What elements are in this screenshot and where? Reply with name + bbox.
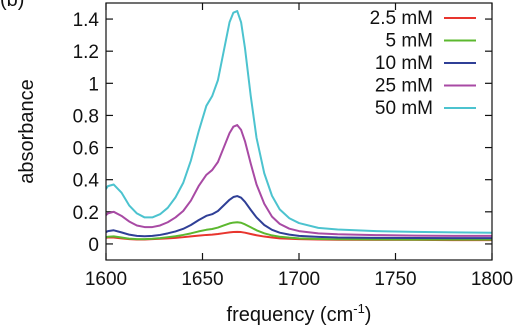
x-axis-title-superscript: -1 <box>353 301 365 316</box>
legend-label: 50 mM <box>375 98 433 119</box>
y-tick-label: 1.2 <box>73 42 99 63</box>
legend-label: 25 mM <box>375 76 433 97</box>
y-tick-label: 0.8 <box>73 106 99 127</box>
y-tick-label: 0.6 <box>73 139 99 160</box>
y-tick-label: 1.4 <box>73 10 100 31</box>
y-tick-label: 0.4 <box>73 171 100 192</box>
x-tick-label: 1600 <box>85 269 127 290</box>
x-axis-ticks: 1600 1650 1700 1750 1800 <box>85 3 513 290</box>
series-line-3 <box>106 124 492 237</box>
legend-label: 5 mM <box>386 31 434 52</box>
y-tick-label: 1 <box>88 74 99 95</box>
y-tick-label: 0.2 <box>73 203 99 224</box>
plot-frame <box>105 2 493 261</box>
legend-label: 10 mM <box>375 53 433 74</box>
x-tick-label: 1750 <box>374 269 416 290</box>
series-lines <box>106 10 492 242</box>
series-line-2 <box>106 195 492 240</box>
x-axis-title: frequency (cm-1) <box>227 301 372 326</box>
y-axis-title: absorbance <box>16 79 38 184</box>
x-tick-label: 1650 <box>181 269 223 290</box>
legend-label: 2.5 mM <box>370 8 433 29</box>
series-line-4 <box>106 10 492 234</box>
y-tick-label: 0 <box>88 235 99 256</box>
x-axis-title-main: frequency (cm <box>227 304 354 326</box>
series-line-1 <box>106 221 492 241</box>
x-tick-label: 1800 <box>471 269 513 290</box>
x-axis-title-suffix: ) <box>365 304 372 326</box>
x-tick-label: 1700 <box>278 269 320 290</box>
y-axis-ticks: 0 0.2 0.4 0.6 0.8 1 1.2 1.4 <box>73 10 492 256</box>
panel-label: (b) <box>0 0 24 11</box>
